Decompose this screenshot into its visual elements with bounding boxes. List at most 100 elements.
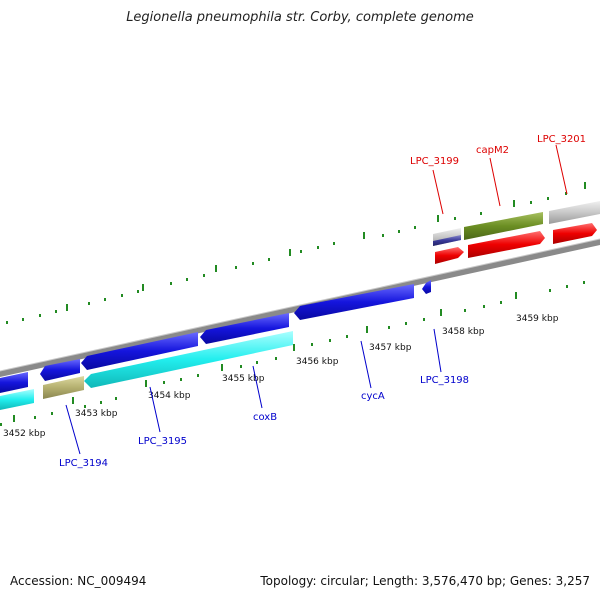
backbone-highlight xyxy=(0,238,600,372)
tick-minor xyxy=(104,298,106,301)
tick-minor xyxy=(186,278,188,281)
tick-minor xyxy=(170,282,172,285)
gene-lpc-3194-blue[interactable] xyxy=(40,359,80,381)
label-lpc-3194[interactable]: LPC_3194 xyxy=(59,458,108,469)
tick-minor xyxy=(6,321,8,324)
leader-lpc-3199 xyxy=(432,169,444,215)
tick-minor xyxy=(583,281,585,284)
reverse-gene-row-bottom xyxy=(0,331,293,410)
tick-major xyxy=(289,249,291,256)
tick-minor xyxy=(235,266,237,269)
tick-minor xyxy=(84,405,86,408)
tick-minor xyxy=(566,285,568,288)
genome-summary-text: Topology: circular; Length: 3,576,470 bp… xyxy=(260,574,590,588)
tick-minor xyxy=(414,226,416,229)
tick-major xyxy=(363,232,365,239)
tick-major xyxy=(145,380,147,387)
leader-cyca xyxy=(360,340,372,389)
tick-minor xyxy=(398,230,400,233)
gene-coxb-cyan[interactable] xyxy=(84,331,293,388)
tick-minor xyxy=(480,212,482,215)
tick-major xyxy=(66,304,68,311)
tick-minor xyxy=(55,310,57,313)
tick-minor xyxy=(483,305,485,308)
tick-minor xyxy=(137,290,139,293)
forward-label-leaders xyxy=(432,144,568,215)
upper-tick-track xyxy=(6,182,586,324)
label-coxb[interactable]: coxB xyxy=(253,412,277,423)
tick-minor xyxy=(256,361,258,364)
tick-major xyxy=(215,265,217,272)
leader-coxb xyxy=(252,365,263,409)
tick-minor xyxy=(382,234,384,237)
leader-lpc-3195 xyxy=(149,386,161,433)
tick-minor xyxy=(39,314,41,317)
tick-minor xyxy=(549,289,551,292)
leader-lpc-3198 xyxy=(433,328,442,373)
tick-label-3457: 3457 kbp xyxy=(369,343,412,353)
tick-minor xyxy=(252,262,254,265)
tick-major xyxy=(515,292,517,299)
tick-minor xyxy=(0,423,2,426)
tick-minor xyxy=(317,246,319,249)
gene-lpc-3194-khaki[interactable] xyxy=(43,376,84,399)
gene-capm2-red[interactable] xyxy=(468,231,545,258)
tick-minor xyxy=(163,381,165,384)
tick-minor xyxy=(346,335,348,338)
tick-minor xyxy=(88,302,90,305)
tick-minor xyxy=(329,339,331,342)
gene-lpc-3201-grey[interactable] xyxy=(549,201,600,224)
tick-major xyxy=(366,326,368,333)
gene-lpc-3195-blue[interactable] xyxy=(81,332,198,370)
tick-minor xyxy=(115,397,117,400)
forward-gene-row-bottom xyxy=(435,223,597,264)
tick-minor xyxy=(547,197,549,200)
tick-minor xyxy=(405,322,407,325)
gene-coxb-blue[interactable] xyxy=(200,313,289,344)
tick-label-3453: 3453 kbp xyxy=(75,409,118,419)
label-capm2[interactable]: capM2 xyxy=(476,145,509,156)
tick-major xyxy=(293,344,295,351)
tick-minor xyxy=(388,326,390,329)
kbp-labels: 3452 kbp 3453 kbp 3454 kbp 3455 kbp 3456… xyxy=(3,314,559,439)
tick-minor xyxy=(464,309,466,312)
gene-partial-left-blue[interactable] xyxy=(0,372,28,393)
forward-gene-row-top xyxy=(433,201,600,246)
gene-lpc-3198[interactable] xyxy=(422,280,431,294)
tick-minor xyxy=(100,401,102,404)
gene-partial-left-cyan[interactable] xyxy=(0,389,34,410)
tick-major xyxy=(13,415,15,422)
label-lpc-3199[interactable]: LPC_3199 xyxy=(410,156,459,167)
tick-minor xyxy=(333,242,335,245)
label-lpc-3195[interactable]: LPC_3195 xyxy=(138,436,187,447)
leader-lpc-3201 xyxy=(555,144,568,195)
tick-minor xyxy=(454,217,456,220)
tick-major xyxy=(437,215,439,222)
tick-label-3459: 3459 kbp xyxy=(516,314,559,324)
label-cyca[interactable]: cycA xyxy=(361,391,385,402)
tick-major xyxy=(440,309,442,316)
gene-lpc-3199-navy[interactable] xyxy=(433,235,461,246)
leader-capm2 xyxy=(489,157,501,207)
tick-minor xyxy=(268,258,270,261)
tick-minor xyxy=(22,318,24,321)
tick-minor xyxy=(180,378,182,381)
tick-label-3458: 3458 kbp xyxy=(442,327,485,337)
reverse-gene-labels: LPC_3198 cycA coxB LPC_3195 LPC_3194 xyxy=(59,375,469,469)
tick-minor xyxy=(121,294,123,297)
tick-major xyxy=(584,182,586,189)
gene-lpc-3201-red[interactable] xyxy=(553,223,597,244)
lower-tick-track xyxy=(0,281,585,426)
gene-cyca[interactable] xyxy=(294,284,414,320)
gene-capm2[interactable] xyxy=(464,212,543,240)
gene-lpc-3199-red[interactable] xyxy=(435,247,464,264)
tick-major xyxy=(221,364,223,371)
tick-major xyxy=(513,200,515,207)
tick-major xyxy=(142,284,144,291)
tick-minor xyxy=(34,416,36,419)
label-lpc-3201[interactable]: LPC_3201 xyxy=(537,134,586,145)
label-lpc-3198[interactable]: LPC_3198 xyxy=(420,375,469,386)
tick-minor xyxy=(565,192,567,195)
